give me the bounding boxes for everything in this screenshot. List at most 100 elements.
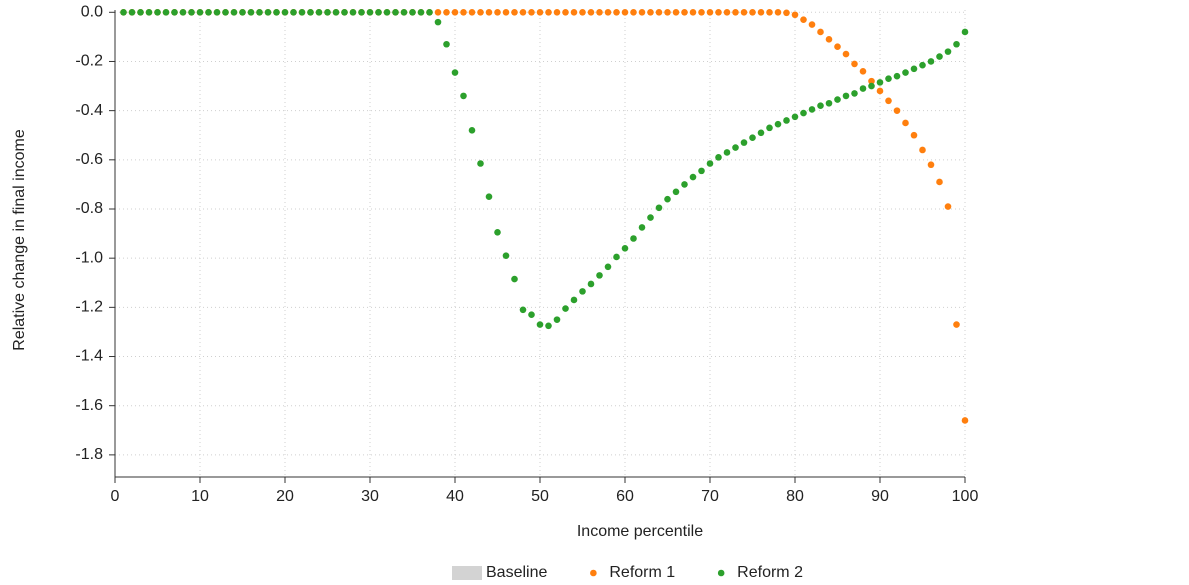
x-tick-label: 20 (276, 488, 294, 505)
x-tick-label: 100 (952, 488, 979, 505)
x-tick-label: 80 (786, 488, 804, 505)
point (196, 8, 204, 16)
point (579, 288, 586, 295)
point (392, 8, 399, 16)
legend-label: Reform 1 (609, 564, 675, 581)
point (290, 8, 297, 16)
point (545, 8, 552, 16)
point (621, 245, 629, 252)
point (817, 28, 824, 36)
point (596, 8, 603, 16)
point (307, 8, 314, 16)
point (876, 79, 884, 86)
y-tick-label: -0.6 (75, 151, 103, 168)
point (638, 224, 646, 231)
point (647, 214, 654, 221)
point (341, 8, 348, 16)
point (647, 8, 654, 16)
y-tick-label: -0.4 (75, 102, 103, 119)
x-tick-label: 40 (446, 488, 464, 505)
point (553, 8, 561, 16)
point (749, 8, 756, 16)
point (834, 43, 841, 51)
point (630, 8, 637, 16)
point (468, 127, 476, 134)
point (859, 85, 867, 92)
point (434, 8, 442, 16)
point (460, 8, 467, 16)
point (281, 8, 289, 16)
point (366, 8, 374, 16)
point (443, 8, 450, 16)
point (885, 97, 892, 105)
point (485, 193, 493, 201)
point (519, 306, 527, 314)
point (927, 58, 935, 65)
point (723, 8, 731, 16)
point (672, 188, 680, 196)
point (451, 69, 459, 76)
point (604, 8, 612, 16)
point (426, 8, 433, 16)
point (885, 75, 892, 82)
x-tick-label: 70 (701, 488, 719, 505)
point (757, 129, 765, 137)
x-tick-label: 10 (191, 488, 209, 505)
point (324, 8, 331, 16)
point (239, 8, 246, 16)
point (953, 40, 960, 48)
point (485, 8, 493, 16)
y-tick-label: -0.2 (75, 53, 103, 70)
point (545, 322, 552, 330)
point (859, 68, 867, 75)
point (349, 8, 357, 16)
point (800, 109, 807, 117)
point (502, 8, 510, 16)
point (723, 149, 731, 156)
point (817, 102, 824, 110)
point (732, 8, 739, 16)
point (230, 8, 238, 16)
x-axis-label: Income percentile (577, 523, 703, 540)
point (332, 8, 340, 16)
y-axis-label: Relative change in final income (11, 129, 28, 351)
point (145, 8, 153, 16)
point (519, 8, 527, 16)
legend-swatch (717, 569, 725, 577)
point (562, 8, 569, 16)
point (808, 106, 816, 113)
y-tick-label: -1.8 (75, 446, 103, 463)
point (383, 8, 391, 16)
point (715, 154, 722, 161)
point (774, 8, 782, 16)
point (451, 8, 459, 16)
legend-swatch (452, 566, 482, 580)
point (893, 107, 901, 114)
point (570, 8, 578, 16)
point (655, 204, 663, 212)
x-tick-label: 60 (616, 488, 634, 505)
legend-label: Reform 2 (737, 564, 803, 581)
point (791, 113, 799, 121)
point (910, 131, 918, 139)
point (613, 253, 620, 261)
point (774, 120, 782, 128)
point (749, 134, 756, 141)
legend-swatch (590, 569, 597, 577)
point (851, 90, 858, 97)
point (536, 321, 544, 328)
point (154, 8, 161, 16)
point (740, 139, 748, 146)
point (851, 60, 858, 68)
point (944, 203, 952, 210)
point (137, 8, 144, 16)
point (638, 8, 646, 16)
point (528, 8, 535, 16)
point (562, 305, 569, 312)
x-tick-label: 90 (871, 488, 889, 505)
point (477, 8, 484, 16)
point (596, 272, 603, 279)
point (936, 53, 943, 60)
point (800, 16, 807, 23)
point (919, 146, 926, 154)
